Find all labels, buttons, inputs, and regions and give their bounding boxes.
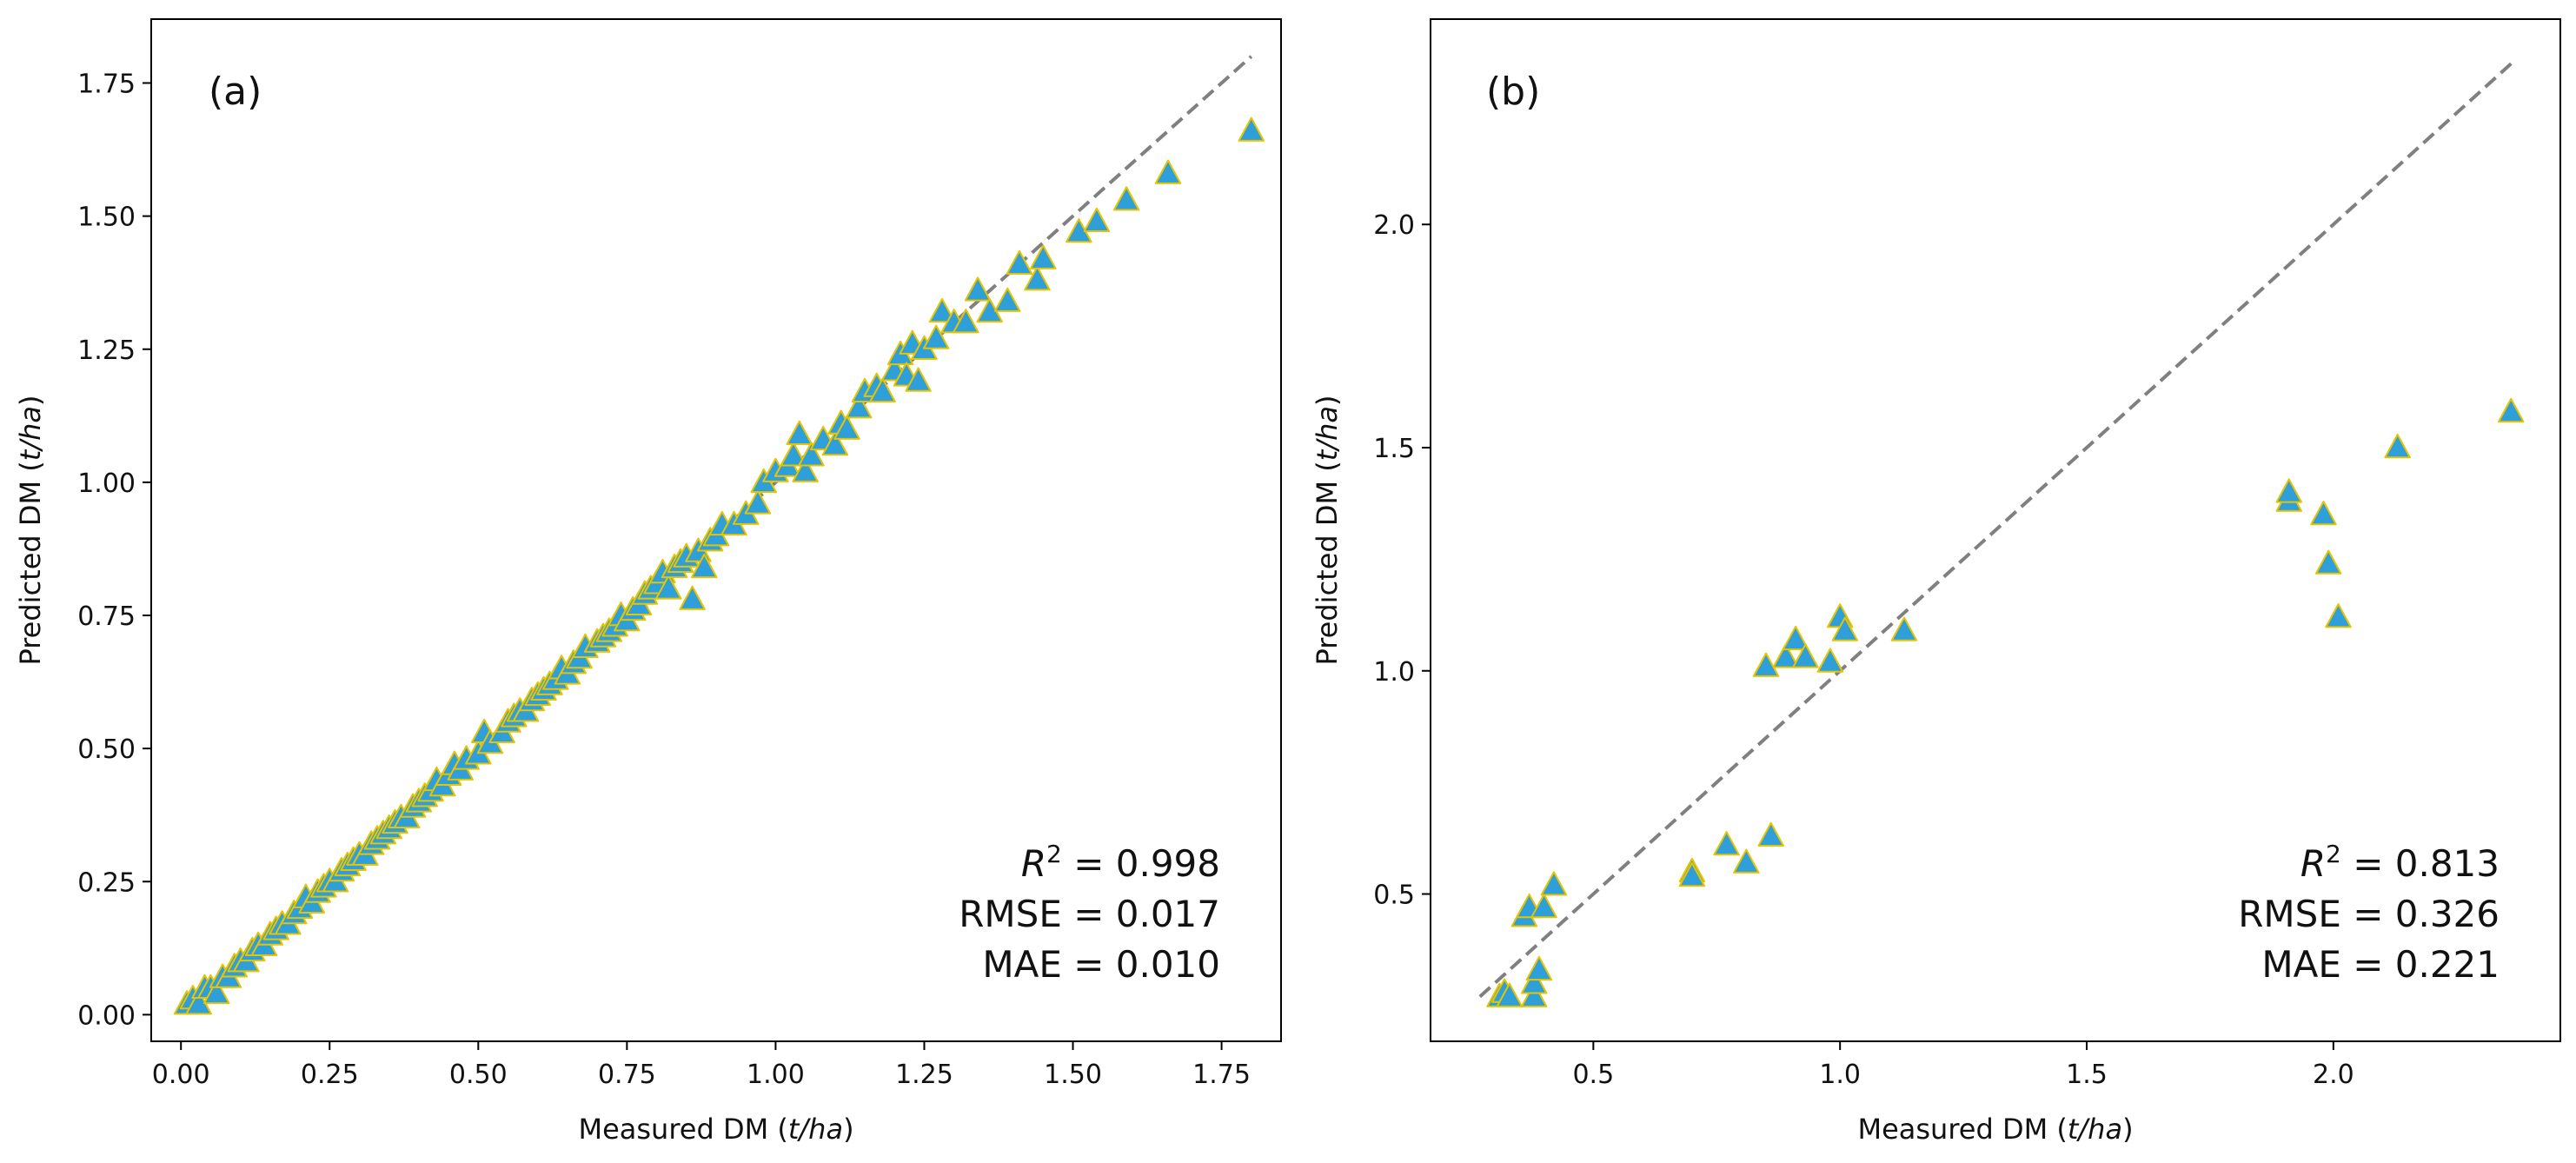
data-point bbox=[821, 431, 849, 456]
x-tick-label: 0.5 bbox=[1572, 1060, 1614, 1090]
data-point bbox=[1496, 982, 1524, 1007]
x-tick-label: 1.25 bbox=[895, 1060, 953, 1090]
data-point bbox=[928, 297, 956, 323]
data-point bbox=[845, 394, 873, 419]
data-point bbox=[964, 276, 992, 302]
data-point bbox=[1733, 848, 1760, 874]
data-point bbox=[780, 442, 807, 467]
data-point bbox=[1678, 861, 1706, 887]
x-tick-label: 1.50 bbox=[1044, 1060, 1102, 1090]
data-point bbox=[1083, 207, 1111, 232]
data-point bbox=[1238, 116, 1265, 142]
y-tick-label: 1.5 bbox=[1373, 434, 1415, 464]
x-tick-label: 0.25 bbox=[301, 1060, 359, 1090]
x-tick-label: 1.5 bbox=[2066, 1060, 2108, 1090]
data-point bbox=[1520, 969, 1548, 994]
stats-box: R2 = 0.813 RMSE = 0.326 MAE = 0.221 bbox=[2238, 840, 2500, 986]
x-tick-label: 1.00 bbox=[747, 1060, 805, 1090]
stats-box: R2 = 0.998 RMSE = 0.017 MAE = 0.010 bbox=[959, 840, 1220, 986]
data-point bbox=[869, 377, 896, 402]
data-point bbox=[1112, 186, 1140, 211]
data-point bbox=[1772, 643, 1799, 668]
y-axis-label: Predicted DM (t/ha) bbox=[1311, 395, 1344, 666]
x-tick-label: 0.50 bbox=[449, 1060, 508, 1090]
r-squared-text: R2 = 0.998 bbox=[1021, 840, 1220, 885]
r-squared-text: R2 = 0.813 bbox=[2300, 840, 2500, 885]
data-point bbox=[2497, 397, 2525, 423]
x-axis-label: Measured DM (t/ha) bbox=[578, 1113, 853, 1146]
data-point bbox=[2310, 501, 2337, 526]
scatter-panel-a: (a) Measured DM (t/ha) Predicted DM (t/h… bbox=[14, 18, 1282, 1146]
data-point bbox=[2314, 549, 2342, 575]
data-point bbox=[1831, 616, 1859, 641]
data-point bbox=[1525, 955, 1553, 981]
data-point bbox=[1792, 643, 1819, 668]
data-point bbox=[2325, 603, 2352, 628]
data-point bbox=[1757, 821, 1784, 847]
data-point bbox=[1520, 982, 1548, 1007]
y-tick-label: 0.5 bbox=[1373, 881, 1415, 911]
mae-text: MAE = 0.010 bbox=[982, 943, 1220, 986]
y-tick-label: 0.75 bbox=[77, 601, 136, 632]
data-point bbox=[691, 553, 718, 579]
data-point bbox=[744, 489, 772, 515]
data-point bbox=[1540, 871, 1568, 896]
y-axis-label: Predicted DM (t/ha) bbox=[14, 395, 47, 666]
data-point bbox=[922, 324, 950, 349]
plot-area-frame bbox=[1430, 18, 2561, 1042]
data-point bbox=[1713, 831, 1740, 856]
data-point bbox=[953, 309, 979, 334]
data-point bbox=[1154, 159, 1182, 184]
x-tick-label: 0.00 bbox=[152, 1060, 210, 1090]
data-point bbox=[786, 420, 813, 445]
data-point bbox=[798, 442, 825, 467]
data-point bbox=[679, 585, 706, 610]
x-axis-label: Measured DM (t/ha) bbox=[1857, 1113, 2133, 1146]
y-tick-label: 0.50 bbox=[77, 734, 136, 765]
y-tick-label: 0.00 bbox=[77, 1000, 136, 1031]
data-point bbox=[655, 575, 682, 600]
y-tick-label: 0.25 bbox=[77, 867, 136, 898]
data-point bbox=[2384, 433, 2411, 459]
y-tick-label: 2.0 bbox=[1373, 210, 1415, 241]
data-point bbox=[1530, 893, 1557, 919]
y-tick-label: 1.00 bbox=[77, 469, 136, 499]
data-point bbox=[833, 415, 860, 440]
data-point bbox=[2275, 478, 2303, 503]
x-tick-label: 0.75 bbox=[598, 1060, 656, 1090]
x-tick-label: 1.0 bbox=[1819, 1060, 1861, 1090]
data-point bbox=[792, 457, 819, 482]
y-tick-label: 1.50 bbox=[77, 203, 136, 233]
x-tick-label: 2.0 bbox=[2313, 1060, 2354, 1090]
x-tick-label: 1.75 bbox=[1192, 1060, 1251, 1090]
plot-area-frame bbox=[150, 18, 1282, 1042]
rmse-text: RMSE = 0.326 bbox=[2238, 893, 2500, 935]
y-tick-label: 1.0 bbox=[1373, 657, 1415, 688]
data-point bbox=[1816, 648, 1844, 673]
data-point bbox=[1782, 625, 1809, 651]
rmse-text: RMSE = 0.017 bbox=[959, 893, 1220, 935]
data-point bbox=[1024, 266, 1051, 291]
panel-label: (a) bbox=[209, 70, 262, 114]
data-point bbox=[994, 287, 1021, 312]
data-point bbox=[905, 367, 932, 392]
y-tick-label: 1.25 bbox=[77, 336, 136, 366]
data-point bbox=[1752, 652, 1780, 677]
data-point bbox=[1890, 616, 1918, 641]
y-tick-label: 1.75 bbox=[77, 70, 136, 100]
mae-text: MAE = 0.221 bbox=[2261, 943, 2500, 986]
data-point bbox=[1030, 244, 1057, 269]
identity-line bbox=[1478, 57, 2518, 999]
panel-label: (b) bbox=[1486, 70, 1540, 114]
data-point bbox=[203, 979, 230, 1005]
data-point bbox=[1006, 249, 1033, 275]
scatter-panel-b: (b) Measured DM (t/ha) Predicted DM (t/h… bbox=[1311, 18, 2561, 1146]
